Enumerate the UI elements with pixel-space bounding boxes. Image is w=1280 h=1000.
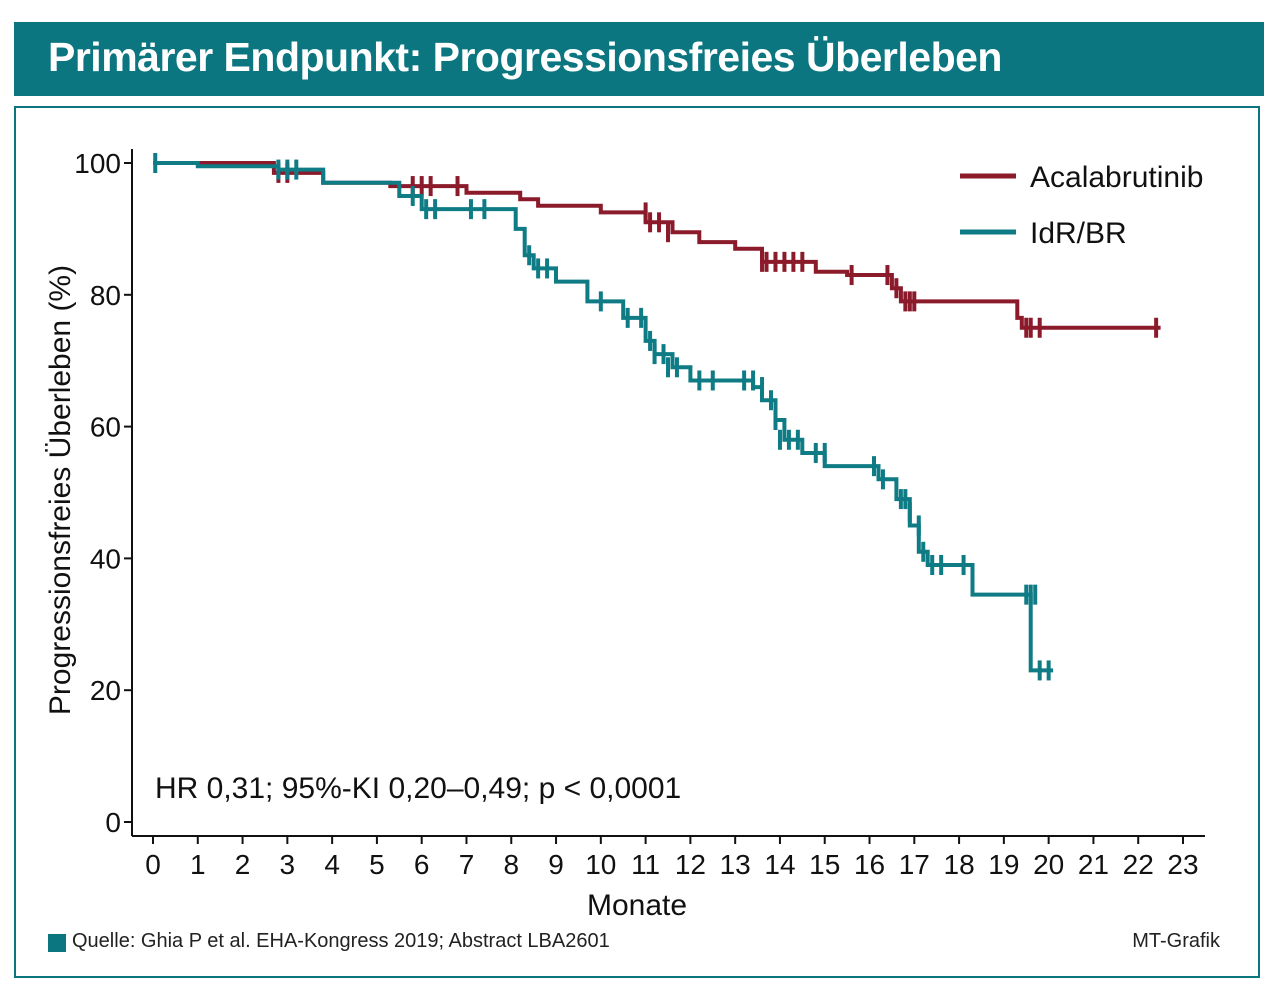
x-tick-label: 11 (631, 849, 660, 880)
source-marker (48, 934, 66, 952)
x-tick-label: 9 (548, 849, 564, 880)
y-tick-label: 80 (90, 280, 121, 311)
x-tick-label: 18 (944, 849, 975, 880)
x-axis-title: Monate (587, 889, 687, 922)
x-tick-label: 7 (459, 849, 475, 880)
x-tick-label: 13 (720, 849, 751, 880)
x-tick-label: 17 (899, 849, 930, 880)
x-tick-label: 2 (235, 849, 251, 880)
y-tick-label: 40 (90, 543, 121, 574)
chart-panel (14, 106, 1260, 978)
x-tick-label: 23 (1167, 849, 1198, 880)
legend-label-acalabrutinib: Acalabrutinib (1030, 161, 1203, 194)
x-tick-label: 12 (675, 849, 706, 880)
x-tick-label: 20 (1033, 849, 1064, 880)
title-banner: Primärer Endpunkt: Progressionsfreies Üb… (14, 22, 1264, 96)
hazard-ratio-annotation: HR 0,31; 95%-KI 0,20–0,49; p < 0,0001 (155, 772, 681, 805)
legend: Acalabrutinib IdR/BR (960, 161, 1203, 250)
x-tick-label: 19 (988, 849, 1019, 880)
x-tick-label: 22 (1123, 849, 1154, 880)
y-tick-label: 60 (90, 412, 121, 443)
x-tick-label: 1 (190, 849, 206, 880)
x-tick-label: 6 (414, 849, 430, 880)
x-tick-label: 14 (764, 849, 795, 880)
series-line-idr-br (153, 161, 1054, 673)
y-tick-label: 0 (105, 807, 121, 838)
legend-label-idr-br: IdR/BR (1030, 217, 1127, 250)
series-acalabrutinib (153, 161, 1161, 338)
source-note: Quelle: Ghia P et al. EHA-Kongress 2019;… (72, 930, 610, 952)
chart-title: Primärer Endpunkt: Progressionsfreies Üb… (48, 34, 1002, 80)
y-axis-title: Progressionsfreies Überleben (%) (44, 265, 77, 715)
credit-note: MT-Grafik (1132, 930, 1220, 952)
y-tick-label: 100 (74, 148, 121, 179)
x-tick-label: 16 (854, 849, 885, 880)
x-tick-label: 8 (503, 849, 519, 880)
x-tick-label: 15 (809, 849, 840, 880)
x-tick-label: 0 (145, 849, 161, 880)
x-tick-label: 10 (585, 849, 616, 880)
x-tick-label: 5 (369, 849, 385, 880)
series-line-acalabrutinib (153, 161, 1161, 330)
x-tick-label: 21 (1078, 849, 1109, 880)
x-tick-label: 3 (280, 849, 296, 880)
x-tick-label: 4 (324, 849, 340, 880)
series-layer (153, 153, 1161, 681)
series-idr-br (153, 153, 1054, 681)
y-tick-label: 20 (90, 675, 121, 706)
